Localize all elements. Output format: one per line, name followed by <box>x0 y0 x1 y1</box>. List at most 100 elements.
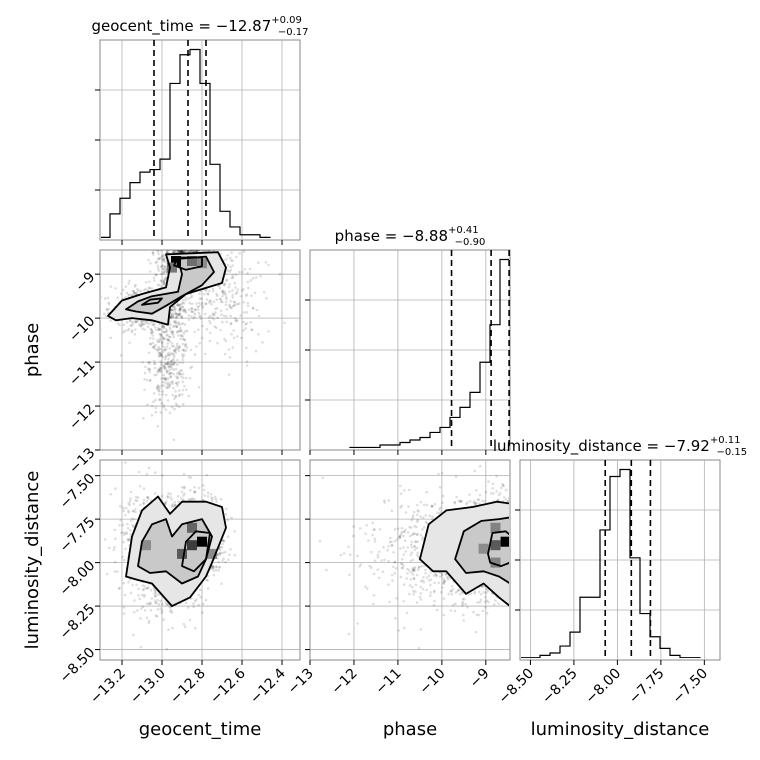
sample-point <box>177 334 180 337</box>
sample-point <box>177 235 180 238</box>
sample-point <box>218 286 222 290</box>
sample-point <box>190 295 194 298</box>
sample-point <box>158 398 162 402</box>
sample-point <box>163 234 166 237</box>
sample-point <box>139 607 143 610</box>
sample-point <box>196 245 199 248</box>
sample-point <box>174 347 177 350</box>
sample-point <box>163 281 166 285</box>
sample-point <box>174 402 178 405</box>
sample-point <box>164 367 167 371</box>
sample-point <box>167 363 170 366</box>
sample-point <box>163 240 166 243</box>
sample-point <box>162 281 166 284</box>
sample-point <box>153 250 156 251</box>
sample-point <box>130 324 133 328</box>
sample-point <box>181 335 185 338</box>
sample-point <box>200 303 203 306</box>
sample-point <box>180 322 183 326</box>
sample-point <box>189 293 193 296</box>
sample-point <box>174 228 177 231</box>
sample-point <box>181 301 184 304</box>
sample-point <box>171 247 174 250</box>
sample-point <box>168 411 172 415</box>
sample-point <box>170 352 173 355</box>
sample-point <box>175 240 178 243</box>
sample-point <box>161 254 164 258</box>
sample-point <box>193 315 196 319</box>
sample-point <box>159 333 162 337</box>
sample-point <box>215 326 218 330</box>
sample-point <box>166 338 170 342</box>
sample-point <box>192 250 196 252</box>
sample-point <box>172 344 175 348</box>
sample-point <box>145 616 149 620</box>
sample-point <box>131 322 135 326</box>
sample-point <box>180 250 183 253</box>
sample-point <box>192 237 195 240</box>
sample-point <box>203 229 206 232</box>
sample-point <box>177 245 180 248</box>
sample-point <box>167 377 170 380</box>
sample-point <box>161 341 164 344</box>
sample-point <box>147 286 151 290</box>
sample-point <box>101 328 102 331</box>
sample-point <box>171 503 174 506</box>
sample-point <box>168 606 172 609</box>
sample-point <box>205 578 208 582</box>
sample-point <box>166 386 170 390</box>
sample-point <box>201 250 204 251</box>
sample-point <box>206 495 210 498</box>
sample-point <box>197 311 201 315</box>
y-tick-label: −13 <box>66 445 98 477</box>
sample-point <box>182 237 185 240</box>
sample-point <box>201 301 204 305</box>
sample-point <box>113 570 117 573</box>
sample-point <box>113 528 117 532</box>
sample-point <box>169 375 173 378</box>
sample-point <box>143 322 146 326</box>
sample-point <box>217 552 221 555</box>
sample-point <box>162 405 165 409</box>
contour-fill <box>126 256 214 314</box>
sample-point <box>128 293 131 297</box>
sample-point <box>203 312 207 316</box>
sample-point <box>182 338 186 341</box>
sample-point <box>179 245 182 248</box>
sample-point <box>172 250 175 251</box>
sample-point <box>171 312 175 316</box>
sample-point <box>184 329 187 333</box>
sample-point <box>192 605 195 608</box>
sample-point <box>151 341 155 345</box>
sample-point <box>278 272 282 276</box>
sample-point <box>164 502 167 505</box>
sample-point <box>181 322 185 325</box>
sample-point <box>171 382 174 386</box>
sample-point <box>170 342 174 345</box>
sample-point <box>231 276 235 279</box>
sample-point <box>206 578 209 582</box>
sample-point <box>129 532 133 536</box>
sample-point <box>176 377 179 380</box>
sample-point <box>189 250 193 253</box>
sample-point <box>184 250 187 251</box>
hist-y-ticks <box>305 299 310 401</box>
sample-point <box>193 241 196 244</box>
histogram-step <box>521 468 701 658</box>
sample-point <box>170 315 173 319</box>
sample-point <box>185 224 188 227</box>
sample-point <box>196 250 200 252</box>
sample-point <box>142 502 145 505</box>
sample-point <box>221 291 225 295</box>
sample-point <box>182 494 185 497</box>
sample-point <box>153 599 157 602</box>
sample-point <box>178 372 181 375</box>
sample-point <box>158 370 161 373</box>
sample-point <box>167 351 170 355</box>
sample-point <box>178 312 182 316</box>
sample-point <box>171 626 174 630</box>
sample-point <box>127 293 130 297</box>
sample-point <box>173 349 176 353</box>
sample-point <box>225 308 229 311</box>
sample-point <box>189 348 193 352</box>
